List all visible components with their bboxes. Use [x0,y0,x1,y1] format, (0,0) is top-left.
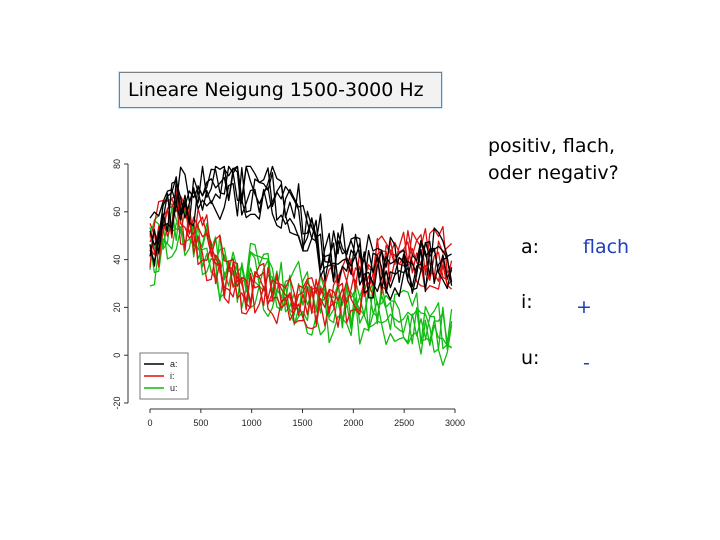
chart-axes: -20 0 20 40 60 80 0 500 1000 1500 2000 2500 3000 [112,159,465,428]
y-tick-label: 60 [112,207,122,217]
y-tick-label: 0 [112,353,122,358]
series-line-i [149,196,453,328]
question-line-2: oder negativ? [488,162,619,184]
y-tick-label: 40 [112,255,122,265]
legend-label: i: [170,371,175,381]
series-line-i [149,195,453,315]
chart-legend: a: i: u: [139,352,189,400]
row-label-i: i: [521,291,533,313]
row-value-a: flach [583,236,630,258]
legend-label: a: [170,359,178,369]
x-tick-label: 0 [147,418,152,428]
x-tick-label: 3000 [445,418,465,428]
x-tick-label: 2000 [343,418,363,428]
y-tick-label: 20 [112,302,122,312]
series-line-u [149,222,452,355]
series-line-a [149,167,453,294]
series-line-a [149,165,452,284]
x-tick-label: 2500 [394,418,414,428]
spectrum-chart: -20 0 20 40 60 80 0 500 1000 1500 2000 2500 3000 a: i… [112,159,465,428]
x-tick-label: 500 [193,418,208,428]
row-label-a: a: [521,236,540,258]
slide-title: Lineare Neigung 1500-3000 Hz [128,79,424,101]
x-tick-label: 1000 [242,418,262,428]
row-value-i: + [576,296,592,318]
y-tick-label: -20 [112,396,122,409]
legend-label: u: [170,383,178,393]
question-text: positiv, flach, oder negativ? [488,133,619,187]
y-tick-label: 80 [112,159,122,169]
chart-lines [149,165,453,366]
x-tick-label: 1500 [292,418,312,428]
row-value-u: - [583,352,590,374]
row-label-u: u: [521,347,540,369]
question-line-1: positiv, flach, [488,135,616,157]
title-box: Lineare Neigung 1500-3000 Hz [119,72,442,108]
